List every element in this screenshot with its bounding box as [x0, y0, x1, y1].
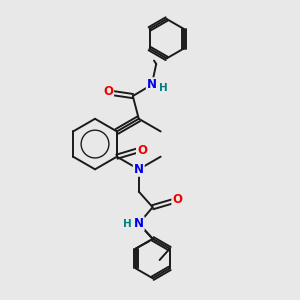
Text: H: H — [159, 83, 167, 93]
Text: H: H — [123, 219, 132, 229]
Text: O: O — [137, 144, 147, 157]
Text: O: O — [172, 193, 182, 206]
Text: N: N — [134, 217, 144, 230]
Text: N: N — [134, 163, 144, 176]
Text: N: N — [147, 78, 157, 91]
Text: O: O — [103, 85, 113, 98]
